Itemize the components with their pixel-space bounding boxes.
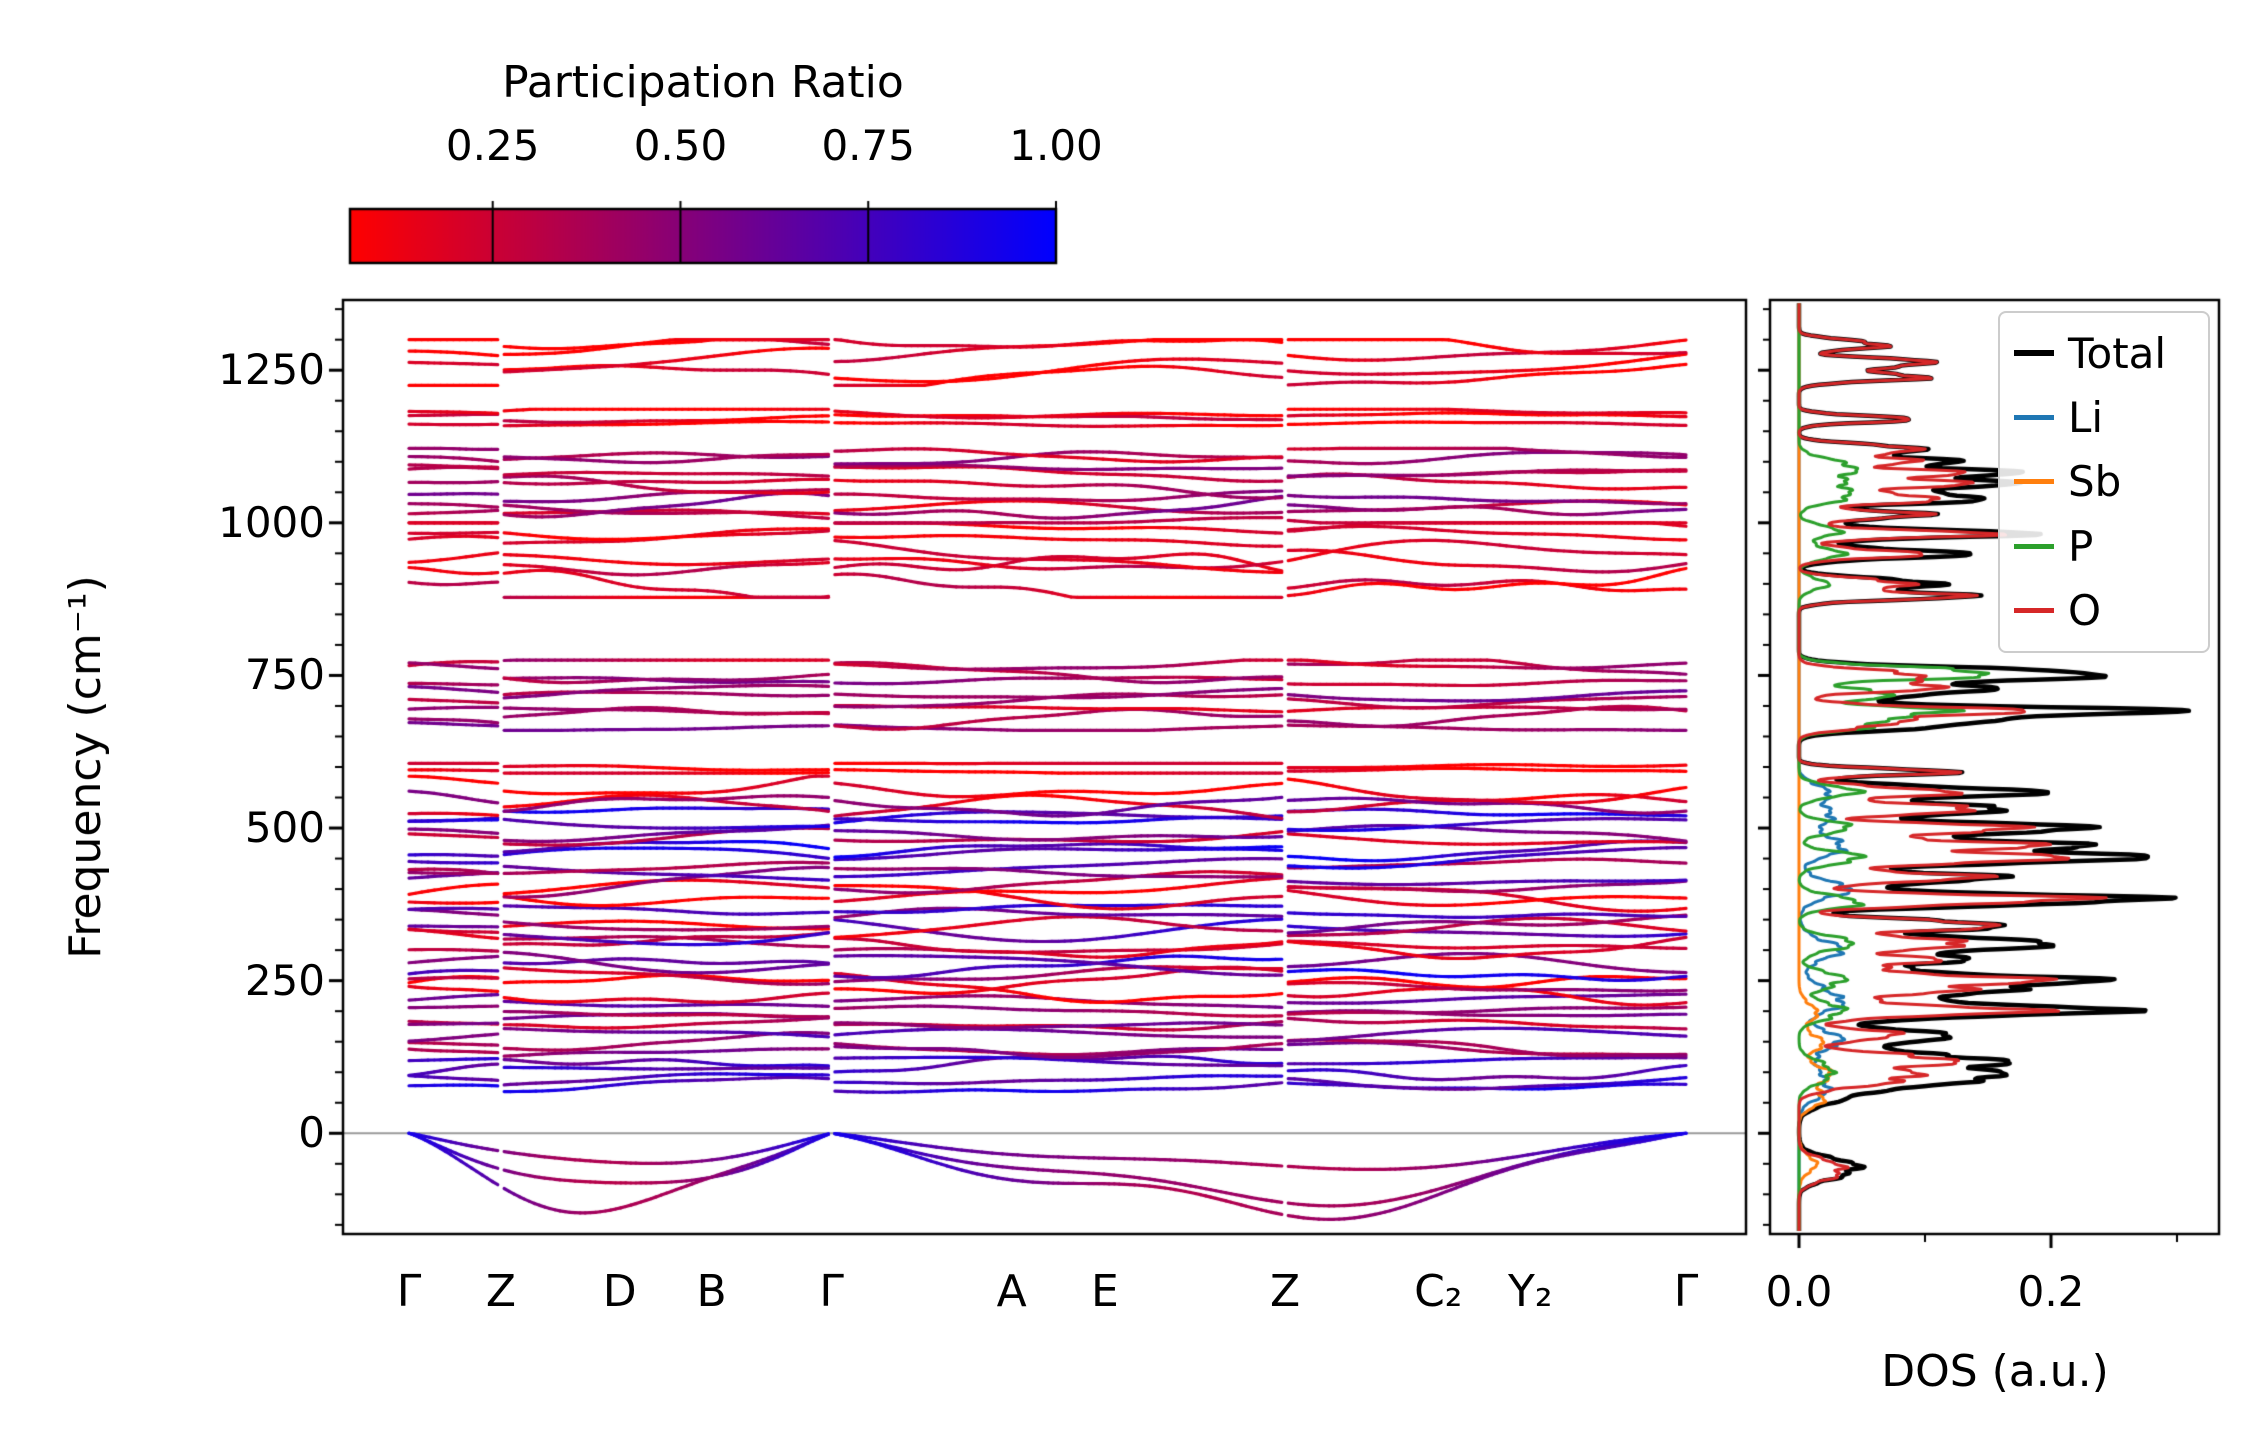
dos-x-axis-label: DOS (a.u.) (1881, 1346, 2109, 1397)
dos-tick-label: 0.0 (1765, 1267, 1833, 1316)
legend-line-sample (2014, 350, 2054, 357)
legend-entry: Total (2014, 323, 2194, 383)
colorbar-title: Participation Ratio (502, 57, 904, 108)
y-tick-label: 1250 (218, 345, 325, 395)
x-tick-label: A (996, 1266, 1027, 1317)
x-tick-label: Γ (1673, 1266, 1699, 1317)
x-tick-label: Z (485, 1266, 517, 1317)
colorbar-tick-label: 0.75 (821, 121, 915, 170)
legend-line-sample (2014, 608, 2054, 614)
legend-entry: P (2014, 516, 2194, 576)
x-tick-label: Γ (396, 1266, 422, 1317)
legend-line-sample (2014, 543, 2054, 549)
y-axis-label: Frequency (cm⁻¹) (60, 575, 111, 959)
y-tick-label: 750 (244, 650, 325, 700)
y-tick-label: 500 (244, 803, 325, 853)
colorbar-tick-label: 1.00 (1009, 121, 1103, 170)
legend-line-sample (2014, 479, 2054, 485)
x-tick-label: E (1091, 1266, 1119, 1317)
legend-label: Sb (2068, 457, 2122, 507)
legend-entry: Li (2014, 388, 2194, 448)
x-tick-label: B (696, 1266, 727, 1317)
x-tick-label: Y₂ (1507, 1266, 1553, 1317)
x-tick-label: C₂ (1414, 1266, 1463, 1317)
x-tick-label: D (602, 1266, 637, 1317)
y-tick-label: 1000 (218, 497, 325, 547)
dos-tick-label: 0.2 (2017, 1267, 2085, 1316)
colorbar-tick-label: 0.50 (633, 121, 728, 170)
x-tick-label: Γ (819, 1266, 844, 1317)
legend-entry: O (2014, 581, 2194, 641)
y-tick-label: 250 (244, 955, 325, 1005)
dos-legend: Total Li Sb P O (1998, 311, 2210, 653)
legend-label: P (2068, 521, 2094, 571)
legend-label: O (2068, 586, 2102, 636)
legend-line-sample (2014, 415, 2054, 421)
y-tick-label: 0 (298, 1108, 325, 1158)
legend-label: Total (2068, 328, 2167, 378)
legend-label: Li (2068, 393, 2104, 443)
colorbar-tick-label: 0.25 (445, 121, 540, 170)
x-tick-label: Z (1269, 1266, 1301, 1317)
legend-entry: Sb (2014, 452, 2194, 512)
